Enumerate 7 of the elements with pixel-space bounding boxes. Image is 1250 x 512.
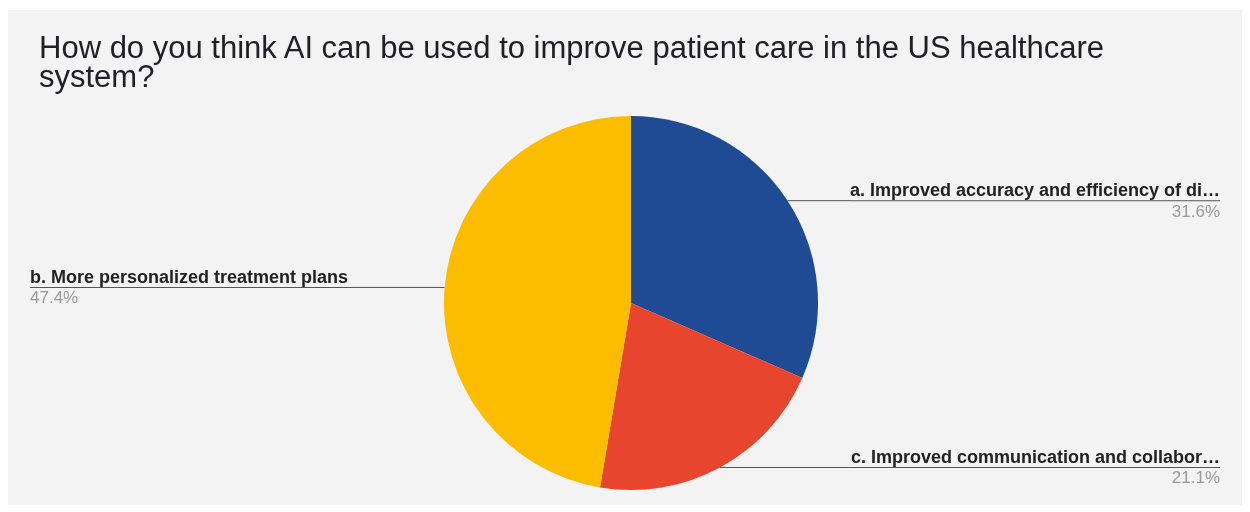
- slice-label: c. Improved communication and collabor…: [850, 446, 1220, 467]
- slice-label: b. More personalized treatment plans: [30, 266, 349, 287]
- chart-title: How do you think AI can be used to improve patient care in the US healthcare system?: [39, 30, 1113, 94]
- slice-label: a. Improved accuracy and efficiency of di…: [849, 180, 1220, 201]
- data-label: 31.6%: [1171, 201, 1220, 221]
- data-label: 47.4%: [30, 288, 79, 308]
- data-label: 21.1%: [1171, 468, 1220, 488]
